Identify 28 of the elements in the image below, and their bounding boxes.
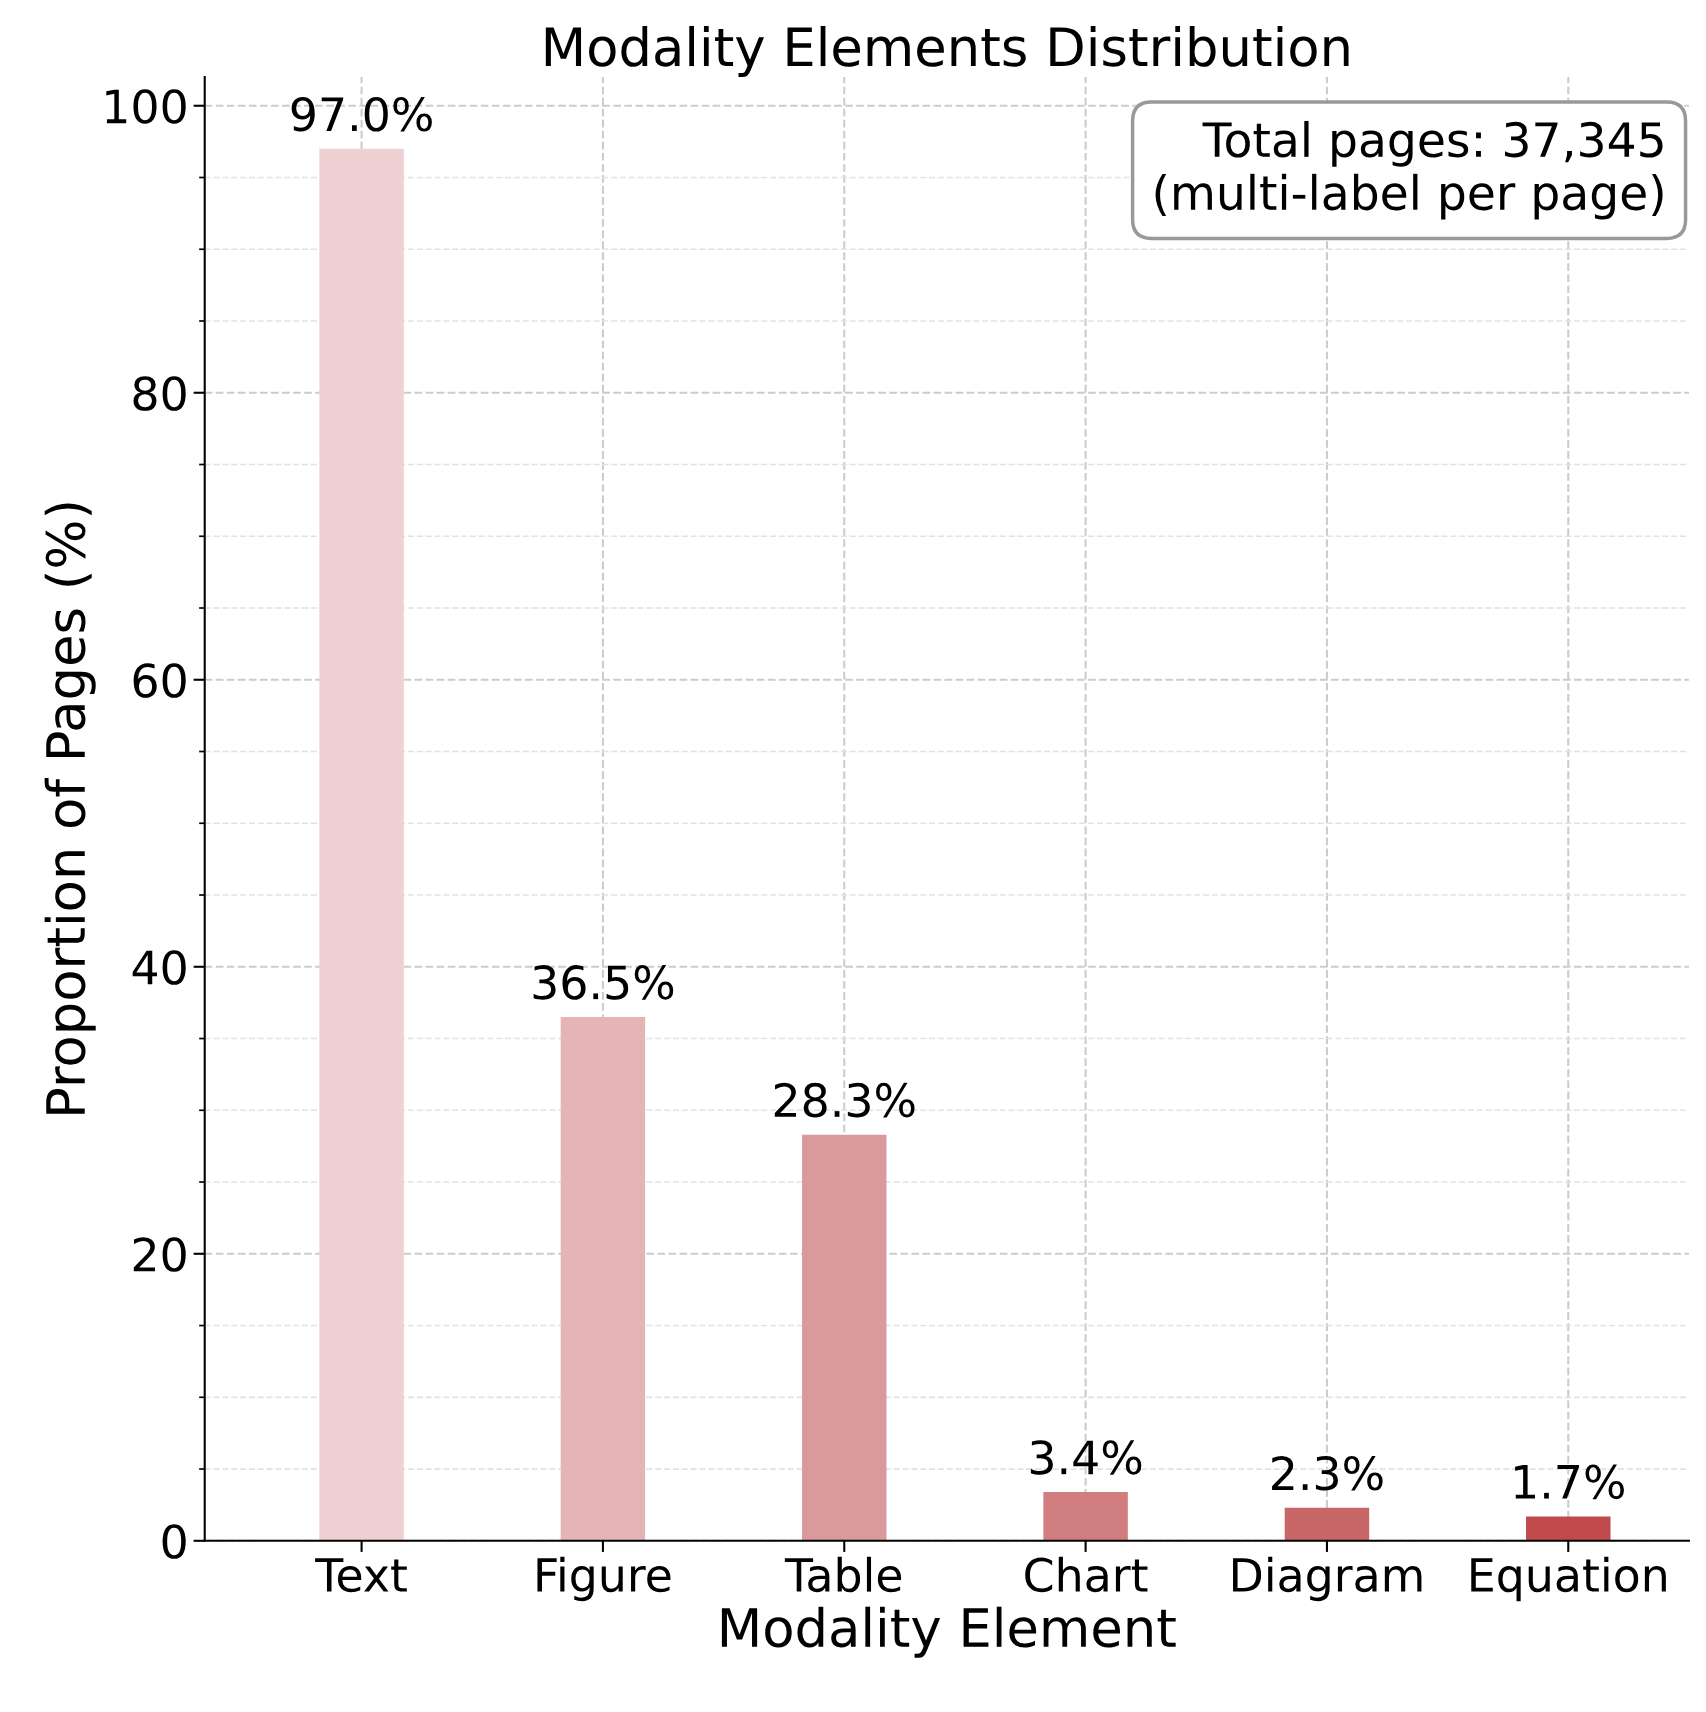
bar (1526, 1516, 1611, 1541)
data-label: 1.7% (1515, 1464, 1624, 1500)
x-tick-label: Text (315, 1558, 407, 1593)
x-tick-label: Diagram (1233, 1556, 1422, 1602)
annotation: Total pages: 37,345 (multi-label per page) (1155, 120, 1663, 220)
x-tick-label: Table (784, 1556, 902, 1593)
x-tick-label: Equation (1471, 1556, 1666, 1602)
data-label: 2.3% (1272, 1455, 1383, 1491)
data-label: 3.4% (1030, 1440, 1142, 1475)
y-tick-label: 40 (132, 950, 186, 985)
y-tick-label: 20 (133, 1237, 186, 1272)
x-axis-title: Modality Element (721, 1606, 1176, 1658)
data-label: 36.5% (533, 965, 674, 1000)
y-axis-title: Proportion of Pages (%) (44, 503, 96, 1114)
y-tick-label: 100 (106, 89, 186, 124)
y-tick-label: 80 (133, 376, 186, 411)
chart-title: Modality Elements Distribution (545, 25, 1349, 78)
x-tick-label: Chart (1025, 1556, 1148, 1593)
y-tick-label: 0 (162, 1524, 186, 1559)
bar (319, 148, 404, 1541)
bar (1043, 1492, 1128, 1541)
bar (1284, 1507, 1370, 1541)
data-label: 28.3% (774, 1082, 915, 1118)
bar (560, 1017, 646, 1541)
bar (802, 1134, 887, 1541)
y-tick-label: 60 (133, 663, 186, 698)
data-label: 97.0% (291, 96, 432, 132)
x-tick-label: Figure (537, 1556, 671, 1602)
